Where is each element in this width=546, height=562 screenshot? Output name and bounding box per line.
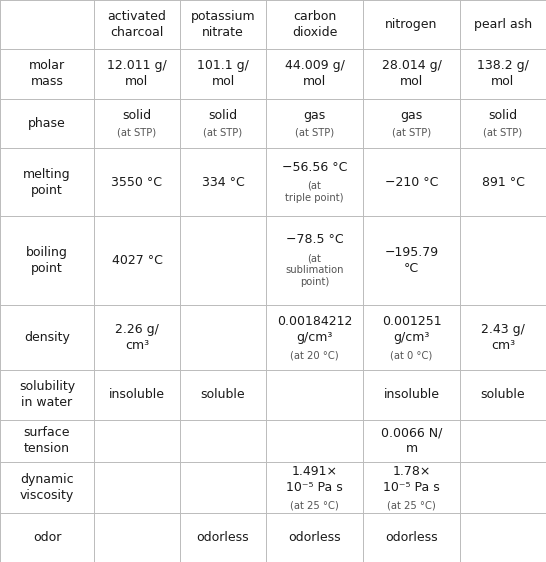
- Text: potassium
nitrate: potassium nitrate: [191, 10, 256, 39]
- Text: boiling
point: boiling point: [26, 246, 68, 275]
- Text: (at 0 °C): (at 0 °C): [390, 351, 432, 361]
- Text: (at 20 °C): (at 20 °C): [290, 351, 339, 361]
- Text: (at
triple point): (at triple point): [285, 181, 344, 202]
- Text: (at STP): (at STP): [204, 128, 242, 138]
- Text: 2.26 g/
cm³: 2.26 g/ cm³: [115, 323, 159, 352]
- Text: nitrogen: nitrogen: [385, 18, 438, 31]
- Text: −195.79
°C: −195.79 °C: [384, 246, 438, 275]
- Text: −78.5 °C: −78.5 °C: [286, 233, 343, 246]
- Text: insoluble: insoluble: [383, 388, 440, 401]
- Text: solid: solid: [122, 108, 152, 122]
- Text: 0.0066 N/
m: 0.0066 N/ m: [381, 427, 442, 455]
- Text: soluble: soluble: [201, 388, 245, 401]
- Text: pearl ash: pearl ash: [474, 18, 532, 31]
- Text: (at STP): (at STP): [117, 128, 157, 138]
- Text: surface
tension: surface tension: [23, 427, 70, 455]
- Text: −56.56 °C: −56.56 °C: [282, 161, 347, 174]
- Text: density: density: [24, 332, 70, 345]
- Text: odorless: odorless: [385, 531, 438, 544]
- Text: 12.011 g/
mol: 12.011 g/ mol: [107, 60, 167, 88]
- Text: 138.2 g/
mol: 138.2 g/ mol: [477, 60, 529, 88]
- Text: 1.78×
10⁻⁵ Pa s: 1.78× 10⁻⁵ Pa s: [383, 465, 440, 494]
- Text: 334 °C: 334 °C: [201, 175, 245, 189]
- Text: 44.009 g/
mol: 44.009 g/ mol: [284, 60, 345, 88]
- Text: 4027 °C: 4027 °C: [111, 255, 162, 268]
- Text: 891 °C: 891 °C: [482, 175, 524, 189]
- Text: 101.1 g/
mol: 101.1 g/ mol: [197, 60, 249, 88]
- Text: −210 °C: −210 °C: [385, 175, 438, 189]
- Text: (at 25 °C): (at 25 °C): [290, 500, 339, 510]
- Text: 0.001251
g/cm³: 0.001251 g/cm³: [382, 315, 441, 345]
- Text: activated
charcoal: activated charcoal: [108, 10, 167, 39]
- Text: soluble: soluble: [480, 388, 525, 401]
- Text: (at 25 °C): (at 25 °C): [387, 500, 436, 510]
- Text: 2.43 g/
cm³: 2.43 g/ cm³: [481, 323, 525, 352]
- Text: (at
sublimation
point): (at sublimation point): [285, 254, 344, 287]
- Text: odorless: odorless: [288, 531, 341, 544]
- Text: melting
point: melting point: [23, 167, 71, 197]
- Text: (at STP): (at STP): [392, 128, 431, 138]
- Text: 28.014 g/
mol: 28.014 g/ mol: [382, 60, 441, 88]
- Text: carbon
dioxide: carbon dioxide: [292, 10, 337, 39]
- Text: gas: gas: [304, 108, 325, 122]
- Text: solubility
in water: solubility in water: [19, 380, 75, 410]
- Text: gas: gas: [400, 108, 423, 122]
- Text: solid: solid: [209, 108, 238, 122]
- Text: molar
mass: molar mass: [29, 60, 65, 88]
- Text: phase: phase: [28, 117, 66, 130]
- Text: (at STP): (at STP): [483, 128, 523, 138]
- Text: odor: odor: [33, 531, 61, 544]
- Text: 1.491×
10⁻⁵ Pa s: 1.491× 10⁻⁵ Pa s: [286, 465, 343, 494]
- Text: solid: solid: [489, 108, 518, 122]
- Text: 0.00184212
g/cm³: 0.00184212 g/cm³: [277, 315, 352, 345]
- Text: odorless: odorless: [197, 531, 250, 544]
- Text: insoluble: insoluble: [109, 388, 165, 401]
- Text: (at STP): (at STP): [295, 128, 334, 138]
- Text: 3550 °C: 3550 °C: [111, 175, 163, 189]
- Text: dynamic
viscosity: dynamic viscosity: [20, 473, 74, 502]
